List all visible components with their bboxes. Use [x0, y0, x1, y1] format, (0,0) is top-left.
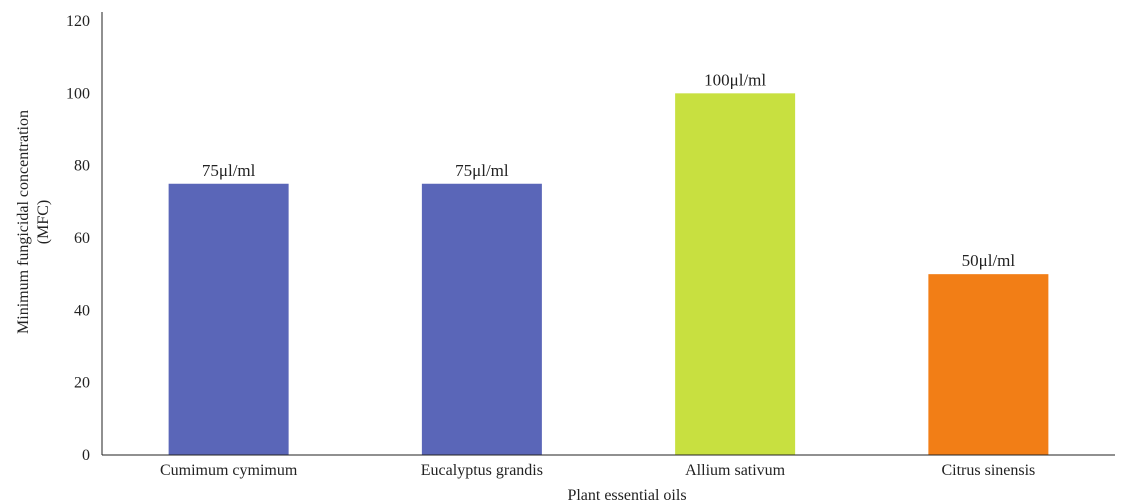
bar-data-label: 50μl/ml	[962, 251, 1016, 270]
bar	[675, 93, 796, 455]
bar-data-label: 100μl/ml	[704, 70, 766, 89]
x-category-label: Allium sativum	[685, 462, 786, 479]
bar-data-labels: 75μl/ml 75μl/ml 100μl/ml 50μl/ml	[202, 70, 1016, 270]
bar	[168, 183, 289, 455]
bars	[168, 93, 1049, 455]
y-tick-label: 40	[74, 302, 90, 319]
bar-data-label: 75μl/ml	[455, 161, 509, 180]
y-axis-title-line-1: Minimum fungicidal concentration	[15, 110, 32, 334]
x-category-label: Eucalyptus grandis	[421, 462, 543, 479]
bar	[928, 274, 1049, 455]
y-axis-title: Minimum fungicidal concentration (MFC)	[15, 110, 52, 334]
y-tick-label: 100	[66, 85, 90, 102]
y-tick-label: 20	[74, 375, 90, 392]
x-category-label: Citrus sinensis	[941, 462, 1035, 479]
y-tick-label: 0	[82, 447, 90, 464]
bar-data-label: 75μl/ml	[202, 161, 256, 180]
x-axis-category-labels: Cumimum cymimum Eucalyptus grandis Allium …	[160, 462, 1035, 479]
y-axis-title-line-2: (MFC)	[35, 200, 52, 244]
x-category-label: Cumimum cymimum	[160, 462, 298, 479]
y-tick-label: 120	[66, 13, 90, 30]
y-axis-ticks: 0 20 40 60 80 100 120	[66, 13, 90, 464]
bar	[421, 183, 542, 455]
y-tick-label: 80	[74, 158, 90, 175]
x-axis-title: Plant essential oils	[567, 487, 686, 504]
y-tick-label: 60	[74, 230, 90, 247]
